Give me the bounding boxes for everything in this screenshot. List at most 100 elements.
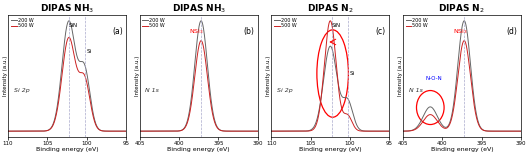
500 W <box>77 72 83 73</box>
500 W <box>205 84 212 86</box>
500 W <box>12 130 19 132</box>
500 W <box>407 130 413 132</box>
500 W <box>468 84 475 86</box>
500 W <box>5 130 11 132</box>
500 W <box>386 130 393 132</box>
200 W <box>205 74 212 76</box>
Legend: 200 W, 500 W: 200 W, 500 W <box>273 18 297 29</box>
200 W <box>386 130 393 132</box>
Title: DIPAS N$_2$: DIPAS N$_2$ <box>439 3 485 15</box>
Text: SiN: SiN <box>69 23 78 28</box>
200 W <box>208 102 215 104</box>
Text: (d): (d) <box>507 27 517 36</box>
500 W <box>475 122 481 124</box>
200 W <box>275 130 281 132</box>
X-axis label: Binding energy (eV): Binding energy (eV) <box>167 147 230 152</box>
Text: Si 2p: Si 2p <box>14 88 30 93</box>
200 W <box>340 96 346 98</box>
500 W <box>489 130 496 132</box>
500 W <box>239 130 245 132</box>
500 W <box>95 128 101 129</box>
500 W <box>268 130 275 132</box>
500 W <box>123 130 130 132</box>
200 W <box>268 130 275 132</box>
500 W <box>66 36 72 38</box>
200 W <box>226 130 233 132</box>
200 W <box>370 130 376 132</box>
200 W <box>471 102 478 104</box>
200 W <box>327 45 333 47</box>
500 W <box>74 66 80 68</box>
Line: 200 W: 200 W <box>403 21 521 131</box>
200 W <box>239 130 245 132</box>
Line: 500 W: 500 W <box>8 37 126 131</box>
200 W <box>461 20 467 22</box>
200 W <box>74 55 80 57</box>
500 W <box>327 20 333 22</box>
Text: (c): (c) <box>376 27 386 36</box>
Line: 500 W: 500 W <box>271 21 389 131</box>
500 W <box>471 107 478 109</box>
200 W <box>144 130 150 132</box>
500 W <box>399 130 406 132</box>
Y-axis label: Intensity (a.u.): Intensity (a.u.) <box>398 56 403 96</box>
Title: DIPAS N$_2$: DIPAS N$_2$ <box>307 3 354 15</box>
Text: N-O-N: N-O-N <box>426 76 443 81</box>
Text: NSi$_3$: NSi$_3$ <box>452 27 467 36</box>
500 W <box>275 130 281 132</box>
X-axis label: Binding energy (eV): Binding energy (eV) <box>299 147 362 152</box>
500 W <box>358 130 364 132</box>
Line: 500 W: 500 W <box>403 41 521 131</box>
Line: 200 W: 200 W <box>140 21 258 131</box>
Y-axis label: Intensity (a.u.): Intensity (a.u.) <box>266 56 271 96</box>
500 W <box>226 130 233 132</box>
Text: Si 2p: Si 2p <box>277 88 293 93</box>
200 W <box>475 121 481 123</box>
200 W <box>517 130 524 132</box>
X-axis label: Binding energy (eV): Binding energy (eV) <box>431 147 493 152</box>
Line: 200 W: 200 W <box>271 46 389 131</box>
200 W <box>407 130 413 132</box>
Line: 500 W: 500 W <box>140 41 258 131</box>
Y-axis label: Intensity (a.u.): Intensity (a.u.) <box>3 56 8 96</box>
Line: 200 W: 200 W <box>8 21 126 131</box>
200 W <box>80 62 87 63</box>
200 W <box>107 130 113 132</box>
Text: Si: Si <box>87 49 92 54</box>
200 W <box>66 20 72 22</box>
Text: SiN: SiN <box>332 23 341 28</box>
500 W <box>198 40 204 42</box>
500 W <box>107 130 113 132</box>
Text: N 1s: N 1s <box>408 88 423 93</box>
200 W <box>489 130 496 132</box>
500 W <box>517 130 524 132</box>
200 W <box>399 130 406 132</box>
200 W <box>343 97 350 99</box>
200 W <box>468 74 475 76</box>
200 W <box>198 20 204 22</box>
500 W <box>343 113 350 115</box>
500 W <box>340 111 346 113</box>
500 W <box>208 107 215 109</box>
500 W <box>337 98 343 100</box>
Text: (a): (a) <box>112 27 123 36</box>
500 W <box>370 130 376 132</box>
Text: N 1s: N 1s <box>145 88 159 93</box>
Title: DIPAS NH$_3$: DIPAS NH$_3$ <box>171 3 226 15</box>
200 W <box>77 60 83 62</box>
500 W <box>254 130 261 132</box>
200 W <box>337 91 343 93</box>
500 W <box>461 40 467 42</box>
Title: DIPAS NH$_3$: DIPAS NH$_3$ <box>40 3 94 15</box>
500 W <box>136 130 143 132</box>
500 W <box>212 122 218 124</box>
Legend: 200 W, 500 W: 200 W, 500 W <box>11 18 34 29</box>
200 W <box>212 121 218 123</box>
200 W <box>123 130 130 132</box>
500 W <box>518 130 524 132</box>
200 W <box>12 130 19 132</box>
Legend: 200 W, 500 W: 200 W, 500 W <box>405 18 428 29</box>
200 W <box>136 130 143 132</box>
200 W <box>254 130 261 132</box>
200 W <box>358 129 364 131</box>
